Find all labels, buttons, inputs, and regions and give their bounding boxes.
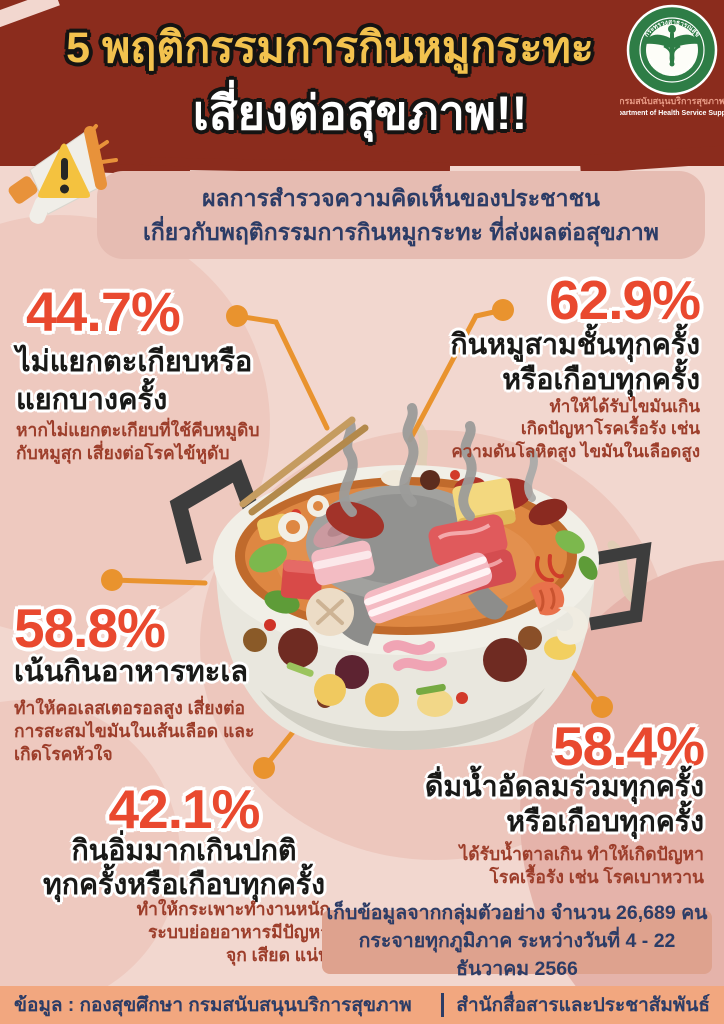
- stat-percent: 58.4%: [553, 715, 705, 777]
- stat-42-1-title: กินอิ่มมากเกินปกติ ทุกครั้งหรือเกือบทุกค…: [42, 835, 326, 902]
- stat-58-8-desc: ทำให้คอเลสเตอรอลสูง เสี่ยงต่อ การสะสมไขม…: [14, 698, 255, 765]
- stat-58-4-desc: ได้รับน้ำตาลเกิน ทำให้เกิดปัญหา โรคเรื้อ…: [459, 844, 704, 888]
- stat-58-8-title: เน้นกินอาหารทะเล: [14, 656, 248, 688]
- stat-62-9-desc: ทำให้ได้รับไขมันเกิน เกิดปัญหาโรคเรื้อรั…: [451, 397, 700, 461]
- steam-icon: [339, 403, 538, 521]
- intro-line-1: ผลการสำรวจความคิดเห็นของประชาชน: [202, 184, 600, 211]
- stat-62-9-title: กินหมูสามชั้นทุกครั้ง หรือเกือบทุกครั้ง: [450, 329, 700, 396]
- stat-42-1: 42.1%: [6, 779, 362, 840]
- intro-line-2: เกี่ยวกับพฤติกรรมการกินหมูกระทะ ที่ส่งผล…: [143, 219, 659, 245]
- stat-percent: 58.8%: [14, 597, 166, 659]
- right-handle: [586, 542, 652, 631]
- note-line-2: กระจายทุกภูมิภาค ระหว่างวันที่ 4 - 22 ธั…: [358, 930, 676, 980]
- chopsticks-icon: [239, 416, 369, 516]
- stat-percent: 62.9%: [549, 269, 701, 331]
- squid-curl: [556, 606, 588, 645]
- stat-percent: 44.7%: [26, 280, 181, 343]
- stat-58-4-title: ดื่มน้ำอัดลมร่วมทุกครั้ง หรือเกือบทุกครั…: [424, 771, 704, 838]
- stat-58-4: 58.4%: [553, 715, 705, 777]
- stat-44-7-title: ไม่แยกตะเกียบหรือ แยกบางครั้ง: [16, 346, 253, 416]
- shrimp: [530, 554, 565, 616]
- seal-dept-th: กรมสนับสนุนบริการสุขภาพ: [620, 96, 724, 107]
- ministry-seal-icon: กระทรวงสาธารณสุข MINISTRY OF PUBLIC HEAL…: [620, 2, 724, 117]
- title-line-1: 5 พฤติกรรมการกินหมูกระทะ: [66, 24, 594, 72]
- hotpot-pan: [213, 465, 599, 750]
- title-line-2: เสี่ยงต่อสุขภาพ!!: [192, 86, 528, 139]
- sample-note-box: เก็บข้อมูลจากกลุ่มตัวอย่าง จำนวน 26,689 …: [322, 902, 712, 980]
- page-subtitle: เสี่ยงต่อสุขภาพ!!: [60, 84, 660, 143]
- connector-58-8: [109, 577, 208, 586]
- survey-intro-box: ผลการสำรวจความคิดเห็นของประชาชน เกี่ยวกั…: [97, 171, 705, 259]
- seal-dept-en: Department of Health Service Support: [620, 110, 724, 117]
- footer-bar: ข้อมูล : กองสุขศึกษา กรมสนับสนุนบริการสุ…: [0, 986, 724, 1024]
- caduceus-icon: [644, 25, 700, 67]
- connector-dots: [101, 299, 613, 779]
- note-line-1: เก็บข้อมูลจากกลุ่มตัวอย่าง จำนวน 26,689 …: [326, 902, 708, 925]
- stat-44-7-desc: หากไม่แยกตะเกียบที่ใช้คีบหมูดิบ กับหมูสุ…: [16, 420, 260, 464]
- pan-handles: [169, 459, 652, 631]
- megaphone-icon: [8, 124, 118, 224]
- stat-58-8: 58.8%: [14, 597, 166, 659]
- stat-44-7: 44.7%: [26, 280, 181, 343]
- stat-42-1-desc: ทำให้กระเพาะทำงานหนัก ระบบย่อยอาหารมีปัญ…: [136, 899, 330, 966]
- footer-publisher: สำนักสื่อสารและประชาสัมพันธ์: [456, 995, 710, 1016]
- page-title: 5 พฤติกรรมการกินหมูกระทะ: [10, 22, 650, 76]
- stat-62-9: 62.9%: [549, 269, 701, 331]
- footer-source: ข้อมูล : กองสุขศึกษา กรมสนับสนุนบริการสุ…: [14, 995, 412, 1016]
- footer-divider: [441, 993, 445, 1017]
- warning-triangle-icon: [38, 143, 90, 198]
- connector-44-7: [234, 313, 330, 431]
- pork-belly: [363, 552, 493, 624]
- stat-percent: 42.1%: [108, 778, 261, 840]
- left-handle: [169, 459, 261, 565]
- header-banner: [0, 0, 724, 176]
